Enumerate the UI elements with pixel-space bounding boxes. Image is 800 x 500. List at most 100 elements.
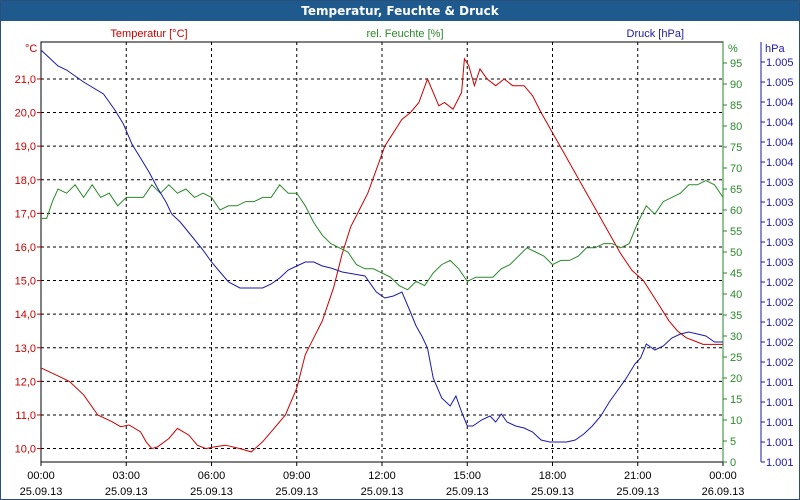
- pressure-point: [239, 287, 241, 289]
- temperature-tick-label: 11,0: [15, 410, 36, 422]
- temperature-point: [196, 444, 198, 446]
- humidity-point: [51, 200, 53, 202]
- humidity-point: [449, 259, 451, 261]
- humidity-point: [415, 280, 417, 282]
- humidity-tick-label: 55: [730, 226, 742, 238]
- humidity-point: [705, 179, 707, 181]
- pressure-unit-label: hPa: [765, 43, 785, 55]
- pressure-point: [722, 341, 724, 343]
- pressure-point: [460, 411, 462, 413]
- pressure-point: [654, 349, 656, 351]
- temperature-point: [97, 414, 99, 416]
- humidity-point: [654, 213, 656, 215]
- humidity-tick-label: 30: [730, 331, 742, 343]
- temperature-point: [250, 451, 252, 453]
- temperature-point: [333, 286, 335, 288]
- pressure-point: [671, 337, 673, 339]
- pressure-point: [679, 333, 681, 335]
- x-tick-label-date: 25.09.13: [105, 486, 148, 498]
- humidity-tick-label: 40: [730, 289, 742, 301]
- humidity-point: [483, 276, 485, 278]
- temperature-point: [341, 253, 343, 255]
- pressure-tick-label: 1.001: [766, 377, 794, 389]
- humidity-point: [509, 263, 511, 265]
- pressure-point: [219, 271, 221, 273]
- temperature-point: [392, 132, 394, 134]
- humidity-point: [645, 205, 647, 207]
- x-tick-label-time: 15:00: [453, 470, 481, 482]
- x-tick-label-time: 18:00: [539, 470, 567, 482]
- humidity-tick-label: 10: [730, 415, 742, 427]
- temperature-point: [401, 118, 403, 120]
- temperature-point: [418, 101, 420, 103]
- pressure-point: [557, 441, 559, 443]
- pressure-tick-label: 1.004: [766, 97, 794, 109]
- x-tick-label-date: 25.09.13: [531, 486, 574, 498]
- humidity-point: [637, 221, 639, 223]
- humidity-point: [517, 255, 519, 257]
- humidity-point: [151, 184, 153, 186]
- humidity-point: [330, 242, 332, 244]
- temperature-tick-label: 13,0: [15, 343, 36, 355]
- temperature-point: [659, 306, 661, 308]
- temperature-point: [685, 337, 687, 339]
- humidity-point: [46, 217, 48, 219]
- temperature-point: [651, 293, 653, 295]
- pressure-point: [148, 171, 150, 173]
- humidity-point: [219, 209, 221, 211]
- chart-title: Temperatur, Feuchte & Druck: [1, 1, 799, 21]
- temperature-point: [438, 105, 440, 107]
- pressure-point: [696, 333, 698, 335]
- pressure-axis-title: Druck [hPa]: [627, 28, 684, 40]
- humidity-point: [662, 200, 664, 202]
- humidity-point: [671, 196, 673, 198]
- humidity-point: [577, 255, 579, 257]
- humidity-point: [500, 268, 502, 270]
- pressure-point: [227, 281, 229, 283]
- pressure-point: [313, 261, 315, 263]
- pressure-point: [82, 81, 84, 83]
- humidity-point: [193, 196, 195, 198]
- humidity-point: [227, 205, 229, 207]
- humidity-point: [568, 259, 570, 261]
- humidity-point: [296, 192, 298, 194]
- pressure-point: [639, 357, 641, 359]
- temperature-tick-label: 17,0: [15, 208, 36, 220]
- pressure-point: [190, 235, 192, 237]
- pressure-point: [40, 49, 42, 51]
- humidity-point: [492, 276, 494, 278]
- humidity-point: [65, 192, 67, 194]
- humidity-point: [372, 268, 374, 270]
- pressure-tick-label: 1.003: [766, 257, 794, 269]
- humidity-point: [381, 272, 383, 274]
- humidity-point: [458, 268, 460, 270]
- pressure-point: [114, 109, 116, 111]
- pressure-point: [489, 415, 491, 417]
- pressure-tick-label: 1.003: [766, 237, 794, 249]
- temperature-point: [495, 85, 497, 87]
- pressure-point: [566, 441, 568, 443]
- pressure-point: [287, 269, 289, 271]
- temperature-point: [68, 380, 70, 382]
- pressure-tick-label: 1.002: [766, 277, 794, 289]
- temperature-point: [384, 145, 386, 147]
- pressure-tick-label: 1.002: [766, 357, 794, 369]
- temperature-unit-label: °C: [25, 43, 37, 55]
- humidity-tick-label: 75: [730, 142, 742, 154]
- temperature-point: [261, 441, 263, 443]
- pressure-point: [364, 275, 366, 277]
- humidity-point: [202, 192, 204, 194]
- temperature-point: [435, 98, 437, 100]
- x-tick-label-date: 25.09.13: [446, 486, 489, 498]
- humidity-point: [355, 263, 357, 265]
- x-tick-label-time: 06:00: [198, 470, 226, 482]
- axes: 00:00 25.09.13 03:00 25.09.13 06:00 25.09.13 0…: [15, 28, 794, 498]
- humidity-point: [210, 196, 212, 198]
- humidity-tick-label: 5: [730, 436, 736, 448]
- data-series: [40, 49, 724, 453]
- temperature-point: [551, 132, 553, 134]
- humidity-point: [696, 184, 698, 186]
- pressure-tick-label: 1.001: [766, 397, 794, 409]
- pressure-line: [40, 49, 723, 443]
- pressure-point: [662, 345, 664, 347]
